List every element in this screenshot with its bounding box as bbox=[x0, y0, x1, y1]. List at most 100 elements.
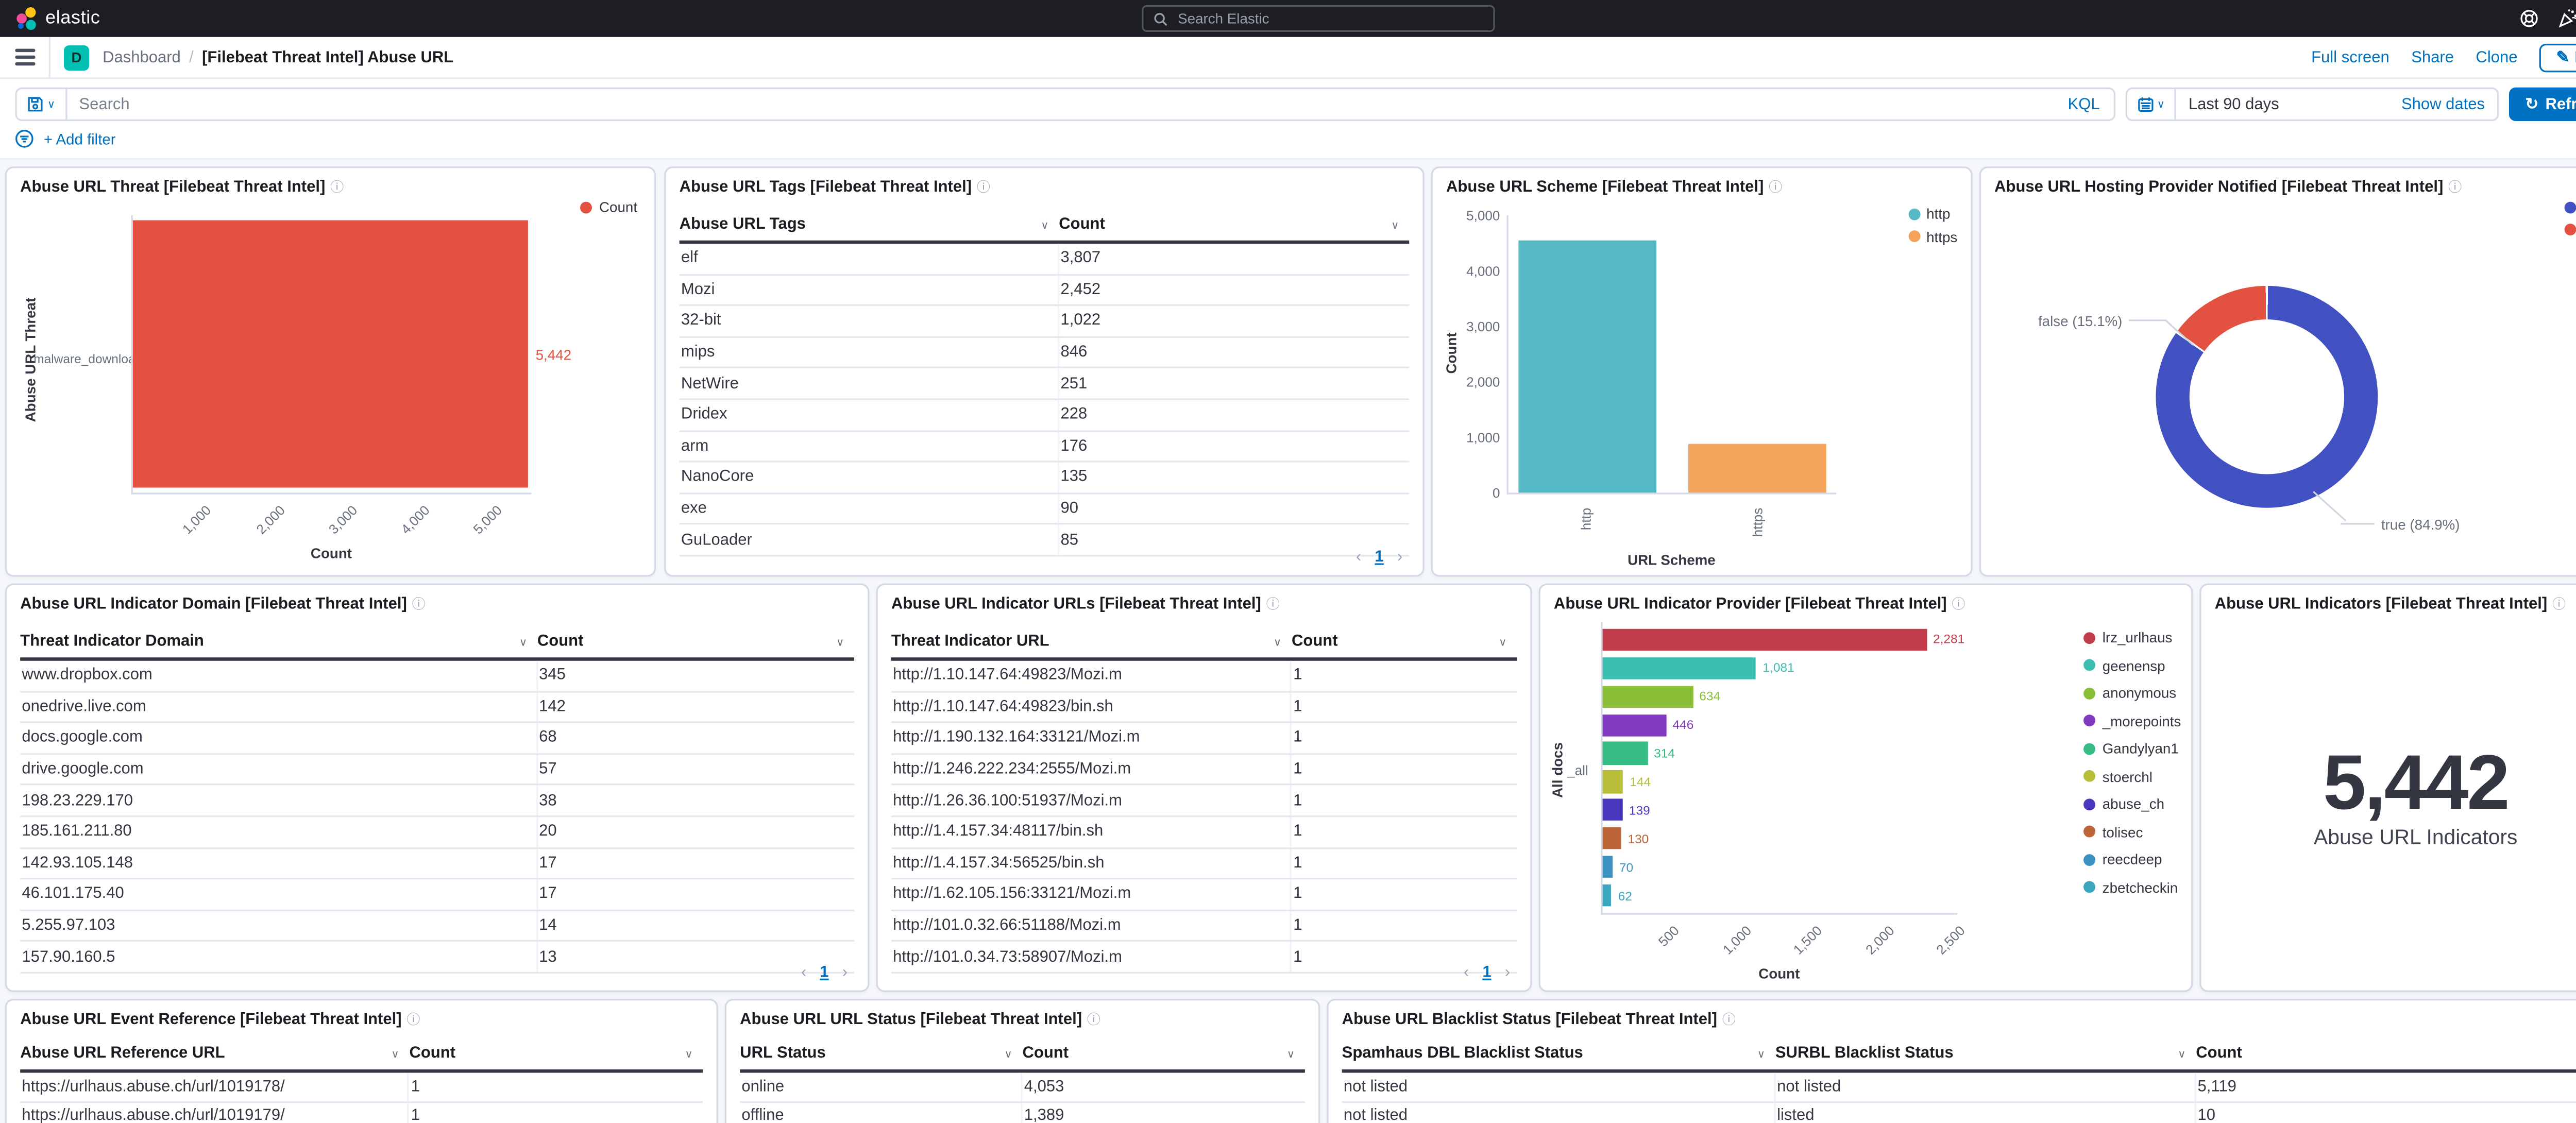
clone-button[interactable]: Clone bbox=[2476, 48, 2518, 66]
legend-item[interactable]: abuse_ch bbox=[2083, 795, 2181, 812]
legend-item[interactable]: _morepoints bbox=[2083, 712, 2181, 729]
legend-dot bbox=[1908, 230, 1920, 243]
provider-bar[interactable] bbox=[1602, 657, 1756, 679]
legend-item[interactable]: geenensp bbox=[2083, 657, 2181, 673]
column-header-count[interactable]: Count∨ bbox=[1022, 1044, 1295, 1063]
table-row: www.dropbox.com 345 bbox=[20, 660, 855, 692]
date-quick-menu-button[interactable]: ∨ bbox=[2127, 89, 2177, 120]
query-language-kql-button[interactable]: KQL bbox=[2067, 95, 2100, 114]
legend-item[interactable]: https bbox=[1908, 228, 1957, 245]
legend-item[interactable]: true bbox=[2564, 198, 2576, 215]
edit-button[interactable]: ✎ Edit bbox=[2539, 43, 2576, 72]
breadcrumb: Dashboard / [Filebeat Threat Intel] Abus… bbox=[103, 48, 453, 66]
info-icon[interactable]: ⓘ bbox=[412, 597, 426, 612]
column-header-count[interactable]: Count∨ bbox=[1292, 632, 1507, 651]
legend-item[interactable]: anonymous bbox=[2083, 684, 2181, 701]
info-icon[interactable]: ⓘ bbox=[1266, 597, 1280, 612]
legend-item[interactable]: tolisec bbox=[2083, 823, 2181, 840]
info-icon[interactable]: ⓘ bbox=[1769, 180, 1783, 195]
query-input[interactable] bbox=[67, 95, 2068, 114]
provider-bar[interactable] bbox=[1602, 799, 1622, 822]
table-row: not listed listed 10 bbox=[1342, 1102, 2576, 1123]
provider-bar[interactable] bbox=[1602, 827, 1621, 850]
next-page-icon[interactable]: › bbox=[1397, 548, 1403, 567]
next-page-icon[interactable]: › bbox=[1504, 963, 1511, 982]
column-header-surbl[interactable]: SURBL Blacklist Status ∨ bbox=[1775, 1044, 2186, 1063]
sort-chevron-icon: ∨ bbox=[836, 636, 844, 649]
legend-item[interactable]: zbetcheckin bbox=[2083, 878, 2181, 895]
elastic-logo[interactable]: elastic bbox=[15, 7, 100, 30]
bar-https[interactable] bbox=[1688, 444, 1827, 493]
provider-bar[interactable] bbox=[1602, 856, 1613, 878]
show-dates-button[interactable]: Show dates bbox=[2401, 95, 2485, 114]
info-icon[interactable]: ⓘ bbox=[406, 1012, 420, 1028]
menu-hamburger-icon[interactable] bbox=[15, 49, 36, 65]
provider-bar[interactable] bbox=[1602, 884, 1612, 907]
global-search-input[interactable] bbox=[1174, 8, 1483, 29]
provider-bar[interactable] bbox=[1602, 685, 1693, 708]
table-row: http://1.4.157.34:48117/bin.sh 1 bbox=[891, 817, 1517, 848]
legend-item[interactable]: false bbox=[2564, 221, 2576, 238]
dashboard-app-badge[interactable]: D bbox=[64, 44, 89, 70]
add-filter-button[interactable]: + Add filter bbox=[43, 130, 116, 147]
column-header-count[interactable]: Count∨ bbox=[409, 1044, 693, 1063]
page-number-1[interactable]: 1 bbox=[1375, 548, 1384, 567]
column-header-url-status[interactable]: URL Status ∨ bbox=[740, 1044, 1012, 1063]
global-header: elastic e bbox=[0, 0, 2576, 37]
info-icon[interactable]: ⓘ bbox=[2448, 180, 2462, 195]
kql-search-box: ∨ KQL bbox=[15, 87, 2115, 122]
time-range-value[interactable]: Last 90 days bbox=[2188, 95, 2279, 114]
header-actions: e bbox=[2519, 6, 2576, 31]
provider-bar[interactable] bbox=[1602, 771, 1623, 793]
info-icon[interactable]: ⓘ bbox=[1952, 597, 1965, 612]
column-header-threat-indicator-domain[interactable]: Threat Indicator Domain ∨ bbox=[20, 632, 528, 651]
provider-bar[interactable] bbox=[1602, 742, 1648, 764]
column-header-count[interactable]: Count∨ bbox=[1059, 215, 1399, 234]
breadcrumb-dashboard-link[interactable]: Dashboard bbox=[103, 48, 181, 66]
column-header-count[interactable]: Count∨ bbox=[537, 632, 844, 651]
chart-legend: http https bbox=[1908, 205, 1957, 245]
prev-page-icon[interactable]: ‹ bbox=[801, 963, 807, 982]
legend-item[interactable]: Count bbox=[581, 198, 637, 215]
legend-item[interactable]: lrz_urlhaus bbox=[2083, 629, 2181, 645]
legend-item[interactable]: reecdeep bbox=[2083, 851, 2181, 867]
info-icon[interactable]: ⓘ bbox=[1722, 1012, 1736, 1028]
global-search[interactable] bbox=[1142, 5, 1495, 32]
full-screen-button[interactable]: Full screen bbox=[2311, 48, 2389, 66]
newsfeed-icon[interactable] bbox=[2558, 8, 2576, 28]
filter-menu-icon[interactable] bbox=[15, 129, 33, 148]
column-header-abuse-url-reference-url[interactable]: Abuse URL Reference URL ∨ bbox=[20, 1044, 399, 1063]
page-number-1[interactable]: 1 bbox=[1482, 963, 1492, 982]
page-number-1[interactable]: 1 bbox=[820, 963, 829, 982]
legend-item[interactable]: Gandylyan1 bbox=[2083, 740, 2181, 757]
x-axis-tick-label: 5,000 bbox=[471, 502, 506, 537]
column-header-count[interactable]: Count∨ bbox=[2196, 1044, 2242, 1063]
provider-bar[interactable] bbox=[1602, 713, 1666, 736]
info-icon[interactable]: ⓘ bbox=[1087, 1012, 1100, 1028]
legend-item[interactable]: stoerchl bbox=[2083, 768, 2181, 785]
share-button[interactable]: Share bbox=[2411, 48, 2454, 66]
bar-http[interactable] bbox=[1518, 240, 1656, 493]
bar-value-label: 62 bbox=[1618, 888, 1632, 904]
donut-hole bbox=[2189, 319, 2345, 474]
prev-page-icon[interactable]: ‹ bbox=[1463, 963, 1469, 982]
saved-query-menu-button[interactable]: ∨ bbox=[17, 89, 67, 120]
provider-bar[interactable] bbox=[1602, 628, 1926, 651]
panel-abuse-url-indicators-metric: Abuse URL Indicators [Filebeat Threat In… bbox=[2199, 583, 2576, 992]
bar-malware-download[interactable] bbox=[132, 220, 528, 487]
dashboard-grid: Abuse URL Threat [Filebeat Threat Intel]… bbox=[0, 160, 2576, 1123]
next-page-icon[interactable]: › bbox=[842, 963, 848, 982]
column-header-abuse-url-tags[interactable]: Abuse URL Tags ∨ bbox=[679, 215, 1049, 234]
help-lifering-icon[interactable] bbox=[2519, 8, 2539, 28]
table-row: GuLoader 85 bbox=[679, 525, 1410, 557]
refresh-button[interactable]: ↻ Refresh bbox=[2508, 87, 2576, 122]
legend-item[interactable]: http bbox=[1908, 205, 1957, 222]
column-header-threat-indicator-url[interactable]: Threat Indicator URL ∨ bbox=[891, 632, 1282, 651]
info-icon[interactable]: ⓘ bbox=[2552, 597, 2566, 612]
info-icon[interactable]: ⓘ bbox=[976, 180, 990, 195]
prev-page-icon[interactable]: ‹ bbox=[1355, 548, 1362, 567]
column-header-spamhaus-dbl[interactable]: Spamhaus DBL Blacklist Status ∨ bbox=[1342, 1044, 1766, 1063]
sort-chevron-icon: ∨ bbox=[1273, 636, 1282, 649]
sort-chevron-icon: ∨ bbox=[1004, 1048, 1012, 1060]
info-icon[interactable]: ⓘ bbox=[330, 180, 344, 195]
